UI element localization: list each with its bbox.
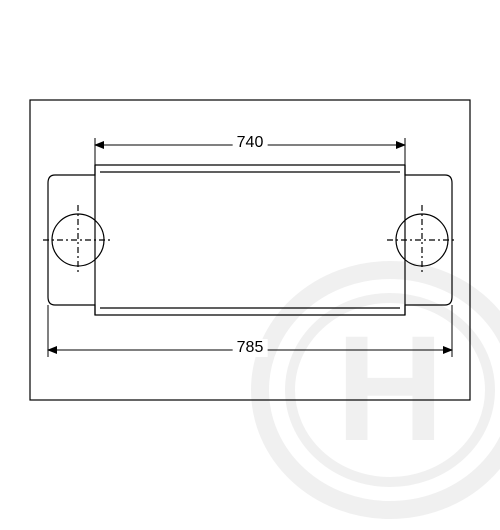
technical-drawing (0, 0, 500, 500)
right-port (387, 205, 457, 275)
dimension-top-label: 740 (233, 134, 268, 152)
left-port (43, 205, 113, 275)
dimension-bottom-label: 785 (233, 339, 268, 357)
drawing-canvas: H (0, 0, 500, 500)
